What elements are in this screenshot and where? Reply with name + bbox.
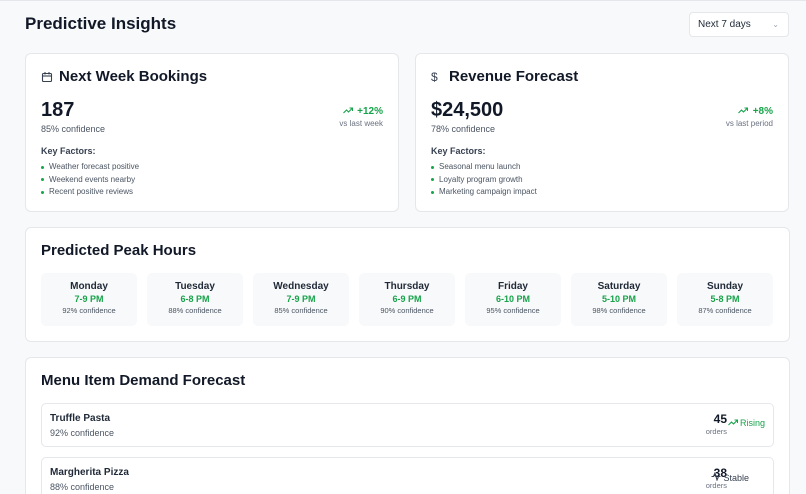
trending-up-icon [342,106,356,116]
day-name: Thursday [384,281,430,292]
card-title-text: Next Week Bookings [59,68,208,85]
card-title: Next Week Bookings [41,68,207,85]
key-factor-text: Marketing campaign impact [439,187,537,196]
day-name: Friday [497,281,528,292]
key-factors-list: Seasonal menu launch Loyalty program gro… [431,161,537,199]
bullet-icon [41,190,44,194]
key-factor-text: Loyalty program growth [439,174,523,184]
day-tile-saturday: Saturday 5-10 PM 98% confidence [571,273,667,326]
menu-demand-card: Menu Item Demand Forecast Truffle Pasta … [25,357,790,494]
day-confidence: 90% confidence [380,306,434,315]
revenue-value: $24,500 [431,99,504,121]
trend-comparison: vs last week [339,119,383,128]
dollar-icon: $ [431,69,438,84]
activity-icon [711,471,721,483]
demand-trend: Stable [711,471,749,483]
trend-value: +12% [357,106,383,117]
peak-hours: 6-10 PM [495,294,530,304]
revenue-card: $ Revenue Forecast $24,500 78% confidenc… [415,53,789,212]
day-name: Wednesday [273,281,329,292]
menu-item-confidence: 92% confidence [50,428,115,438]
trending-up-icon [738,106,751,116]
menu-item-orders: 45 orders [706,412,727,436]
section-title: Predicted Peak Hours [41,242,197,259]
demand-trend-label: Stable [723,472,749,483]
bullet-icon [431,165,434,169]
orders-unit: orders [705,481,727,490]
bullet-icon [431,178,434,182]
orders-count: 45 [713,412,727,426]
section-title: Menu Item Demand Forecast [41,372,246,389]
bookings-trend: +12% vs last week [339,106,383,128]
peak-hours: 7-9 PM [286,294,316,304]
day-tile-friday: Friday 6-10 PM 95% confidence [465,273,561,326]
day-confidence: 98% confidence [592,306,646,315]
trending-up-icon [728,418,739,428]
bookings-value: 187 [41,99,75,121]
peak-hours: 6-8 PM [180,294,210,304]
day-confidence: 87% confidence [698,306,752,315]
key-factor-item: Recent positive reviews [41,186,139,199]
day-tile-thursday: Thursday 6-9 PM 90% confidence [359,273,455,326]
trend-comparison: vs last period [725,119,773,128]
peak-hours-card: Predicted Peak Hours Monday 7-9 PM 92% con… [25,227,790,342]
menu-item-list: Truffle Pasta 92% confidence 45 orders R… [41,403,774,494]
day-name: Tuesday [175,281,215,292]
bullet-icon [41,165,44,169]
key-factor-text: Weekend events nearby [49,174,136,184]
card-title-text: Revenue Forecast [449,68,579,85]
trend-value: +8% [752,106,773,117]
demand-trend-label: Rising [739,418,765,428]
menu-item-name: Truffle Pasta [50,413,111,424]
bookings-card: Next Week Bookings 187 85% confidence +1… [25,53,399,212]
card-title: $ Revenue Forecast [431,68,578,85]
day-name: Saturday [597,281,641,292]
day-tile-sunday: Sunday 5-8 PM 87% confidence [677,273,773,326]
orders-unit: orders [705,427,727,436]
menu-item-confidence: 88% confidence [50,482,115,492]
menu-item-row: Truffle Pasta 92% confidence 45 orders R… [41,403,774,447]
day-tile-monday: Monday 7-9 PM 92% confidence [41,273,137,326]
key-factor-text: Recent positive reviews [49,187,134,196]
menu-item-row: Margherita Pizza 88% confidence 38 order… [41,457,774,494]
revenue-trend: +8% vs last period [726,106,773,128]
peak-hours: 5-8 PM [710,294,740,304]
day-confidence: 85% confidence [274,306,328,315]
key-factor-item: Loyalty program growth [431,174,537,187]
day-tile-tuesday: Tuesday 6-8 PM 88% confidence [147,273,243,326]
page-header: Predictive Insights Next 7 days ⌄ [25,1,790,51]
key-factors-label: Key Factors: [41,146,96,156]
bullet-icon [41,178,44,182]
key-factor-text: Seasonal menu launch [439,162,521,171]
date-range-select[interactable]: Next 7 days ⌄ [689,12,789,37]
chevron-down-icon: ⌄ [772,20,779,29]
key-factor-item: Marketing campaign impact [431,186,537,199]
peak-hours: 7-9 PM [74,294,104,304]
peak-hours-days: Monday 7-9 PM 92% confidence Tuesday 6-8 PM… [41,273,773,326]
day-name: Sunday [706,281,744,292]
peak-hours: 6-9 PM [392,294,422,304]
day-confidence: 92% confidence [62,306,116,315]
page-title: Predictive Insights [25,14,177,33]
demand-trend: Rising [728,418,765,428]
day-confidence: 95% confidence [486,306,540,315]
key-factor-item: Weekend events nearby [41,174,139,187]
key-factor-text: Weather forecast positive [49,162,140,171]
revenue-confidence: 78% confidence [431,124,496,134]
key-factor-item: Seasonal menu launch [431,161,537,174]
day-name: Monday [70,281,108,292]
calendar-icon [41,71,53,83]
day-tile-wednesday: Wednesday 7-9 PM 85% confidence [253,273,349,326]
key-factors-label: Key Factors: [431,146,486,156]
bullet-icon [431,190,434,194]
bookings-confidence: 85% confidence [41,124,106,134]
menu-item-name: Margherita Pizza [50,467,129,478]
date-range-value: Next 7 days [698,19,751,30]
peak-hours: 5-10 PM [601,294,636,304]
key-factors-list: Weather forecast positive Weekend events… [41,161,139,199]
day-confidence: 88% confidence [168,306,222,315]
key-factor-item: Weather forecast positive [41,161,139,174]
